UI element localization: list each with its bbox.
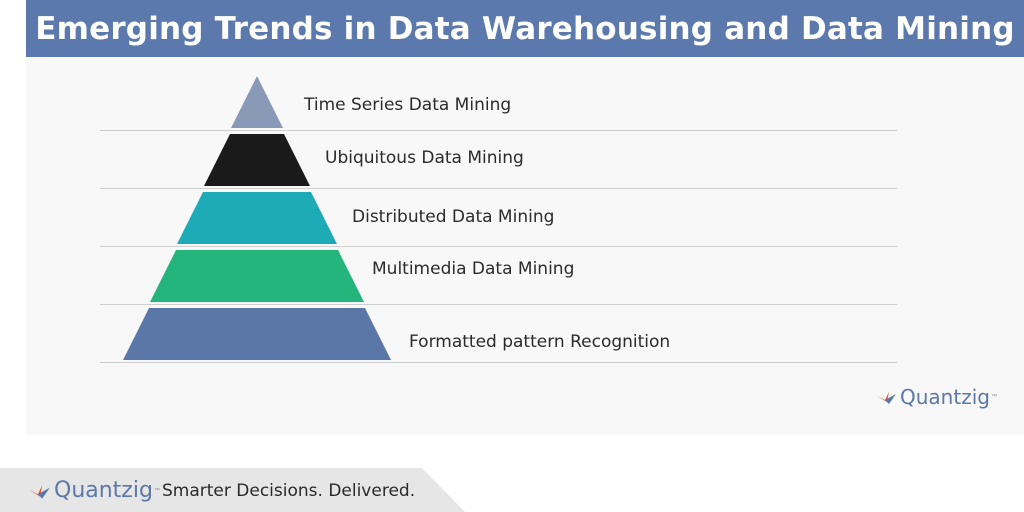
quantzig-logo-icon: [877, 392, 896, 404]
layer-label-pattern-recognition: Formatted pattern Recognition: [409, 332, 671, 352]
divider-line: [100, 130, 897, 131]
pyramid-layer-4: [150, 250, 364, 302]
quantzig-logo: Quantzig ™: [876, 385, 997, 409]
logo-trademark: ™: [990, 394, 997, 400]
layer-label-time-series: Time Series Data Mining: [304, 95, 512, 115]
divider-line: [100, 188, 897, 189]
pyramid-layer-2: [204, 134, 310, 186]
title-banner: Emerging Trends in Data Warehousing and …: [26, 0, 1024, 57]
pyramid-layer-5: [123, 308, 391, 360]
footer-logo-trademark: ™: [153, 487, 160, 494]
pyramid-layer-3: [177, 192, 337, 244]
pyramid-layer-1: [231, 76, 283, 128]
footer-logo-wordmark: Quantzig: [54, 478, 153, 503]
layer-label-ubiquitous: Ubiquitous Data Mining: [325, 148, 524, 168]
divider-line: [100, 304, 897, 305]
footer-tagline: Smarter Decisions. Delivered.: [162, 481, 416, 501]
footer-quantzig-logo: Quantzig ™: [28, 478, 160, 503]
layer-label-multimedia: Multimedia Data Mining: [372, 259, 575, 279]
quantzig-logo-icon: [29, 485, 50, 499]
footer-band: [0, 468, 465, 512]
page-title: Emerging Trends in Data Warehousing and …: [35, 10, 1015, 47]
layer-label-distributed: Distributed Data Mining: [352, 207, 555, 227]
divider-line: [100, 362, 897, 363]
divider-line: [100, 246, 897, 247]
logo-wordmark: Quantzig: [900, 385, 990, 409]
